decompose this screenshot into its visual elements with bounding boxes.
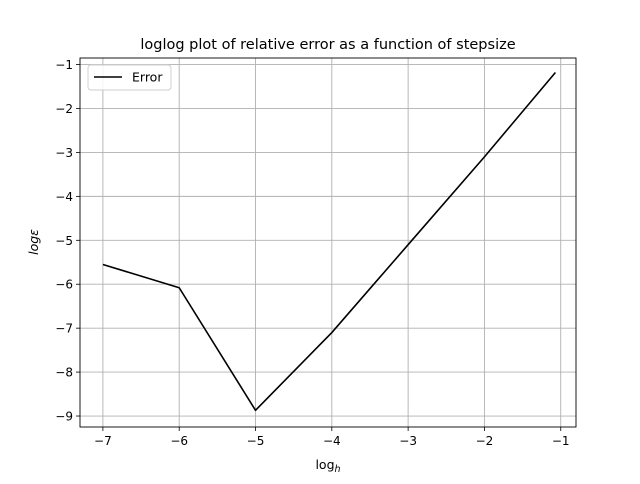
x-tick-label: −1 bbox=[552, 434, 570, 448]
x-tick-label: −2 bbox=[476, 434, 494, 448]
chart-title: loglog plot of relative error as a funct… bbox=[140, 37, 515, 53]
y-tick-label: −5 bbox=[55, 234, 73, 248]
y-tick-label: −2 bbox=[55, 102, 73, 116]
x-axis-label-main: log bbox=[315, 457, 334, 472]
y-tick-label: −1 bbox=[55, 58, 73, 72]
y-tick-label: −7 bbox=[55, 322, 73, 336]
x-tick-label: −5 bbox=[247, 434, 265, 448]
y-tick-label: −9 bbox=[55, 410, 73, 424]
x-tick-label: −4 bbox=[323, 434, 341, 448]
y-tick-label: −4 bbox=[55, 190, 73, 204]
x-tick-label: −7 bbox=[94, 434, 112, 448]
y-tick-label: −3 bbox=[55, 146, 73, 160]
y-tick-label: −8 bbox=[55, 366, 73, 380]
legend: Error bbox=[88, 65, 171, 90]
legend-label-error: Error bbox=[132, 70, 163, 85]
x-tick-label: −6 bbox=[170, 434, 188, 448]
y-tick-label: −6 bbox=[55, 278, 73, 292]
y-axis-label: logε bbox=[26, 229, 41, 255]
x-tick-label: −3 bbox=[399, 434, 417, 448]
x-axis-label-subscript: h bbox=[335, 464, 341, 475]
